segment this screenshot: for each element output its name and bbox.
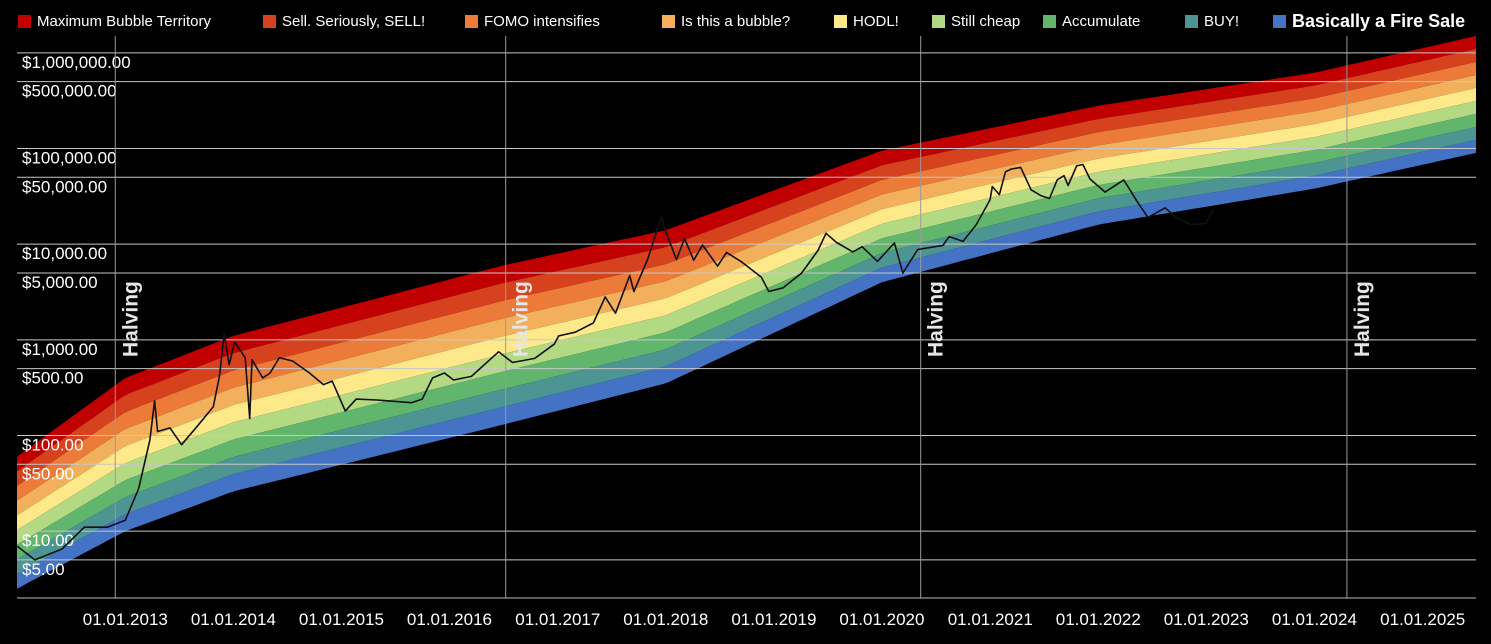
legend-swatch xyxy=(834,14,847,28)
x-tick-label: 01.01.2020 xyxy=(839,610,924,629)
halving-label: Halving xyxy=(510,281,533,357)
rainbow-bands xyxy=(17,36,1476,589)
rainbow-band xyxy=(17,113,1476,560)
x-tick-label: 01.01.2015 xyxy=(299,610,384,629)
x-tick-label: 01.01.2021 xyxy=(948,610,1033,629)
y-tick-label: $5.00 xyxy=(22,560,65,579)
legend-item[interactable]: Basically a Fire Sale xyxy=(1273,8,1465,34)
y-tick-label: $10.00 xyxy=(22,531,74,550)
rainbow-band xyxy=(17,62,1476,501)
x-tick-label: 01.01.2025 xyxy=(1380,610,1465,629)
legend-swatch xyxy=(1273,14,1286,28)
chart-legend: Maximum Bubble Territory Sell. Seriously,… xyxy=(18,8,1478,34)
legend-swatch xyxy=(932,14,945,28)
legend-label: Maximum Bubble Territory xyxy=(37,12,211,30)
legend-item[interactable]: Accumulate xyxy=(1043,8,1140,34)
legend-label: Still cheap xyxy=(951,12,1021,30)
x-tick-label: 01.01.2016 xyxy=(407,610,492,629)
x-tick-label: 01.01.2019 xyxy=(731,610,816,629)
rainbow-band xyxy=(17,126,1476,575)
y-tick-label: $5,000.00 xyxy=(22,273,98,292)
x-tick-label: 01.01.2022 xyxy=(1056,610,1141,629)
legend-item[interactable]: FOMO intensifies xyxy=(465,8,600,34)
rainbow-band xyxy=(17,87,1476,531)
y-tick-label: $500.00 xyxy=(22,369,83,388)
legend-swatch xyxy=(18,14,31,28)
legend-label: HODL! xyxy=(853,12,899,30)
rainbow-band xyxy=(17,139,1476,589)
rainbow-band xyxy=(17,36,1476,472)
x-tick-label: 01.01.2023 xyxy=(1164,610,1249,629)
legend-label: Is this a bubble? xyxy=(681,12,791,30)
legend-label: Basically a Fire Sale xyxy=(1292,10,1466,31)
legend-label: FOMO intensifies xyxy=(484,12,600,30)
legend-swatch xyxy=(465,14,478,28)
price-line xyxy=(16,163,1215,561)
rainbow-band xyxy=(17,75,1476,516)
y-tick-label: $1,000.00 xyxy=(22,340,98,359)
legend-item[interactable]: Maximum Bubble Territory xyxy=(18,8,211,34)
legend-item[interactable]: Sell. Seriously, SELL! xyxy=(263,8,425,34)
legend-label: Accumulate xyxy=(1062,12,1141,30)
legend-swatch xyxy=(1043,14,1056,28)
y-tick-label: $1,000,000.00 xyxy=(22,53,131,72)
legend-item[interactable]: BUY! xyxy=(1185,8,1239,34)
legend-item[interactable]: Still cheap xyxy=(932,8,1020,34)
y-tick-label: $10,000.00 xyxy=(22,244,107,263)
y-tick-label: $50,000.00 xyxy=(22,177,107,196)
y-tick-label: $50.00 xyxy=(22,464,74,483)
legend-swatch xyxy=(1185,14,1198,28)
halving-label: Halving xyxy=(925,281,948,357)
legend-swatch xyxy=(263,14,276,28)
x-tick-label: 01.01.2018 xyxy=(623,610,708,629)
x-tick-label: 01.01.2014 xyxy=(191,610,276,629)
y-tick-label: $100.00 xyxy=(22,435,83,454)
halving-label: Halving xyxy=(119,281,142,357)
legend-item[interactable]: HODL! xyxy=(834,8,899,34)
y-tick-label: $100,000.00 xyxy=(22,149,117,168)
legend-swatch xyxy=(662,14,675,28)
x-tick-label: 01.01.2024 xyxy=(1272,610,1357,629)
y-tick-label: $500,000.00 xyxy=(22,82,117,101)
rainbow-band xyxy=(17,100,1476,545)
rainbow-band xyxy=(17,49,1476,486)
legend-label: BUY! xyxy=(1204,12,1240,30)
grid xyxy=(17,52,1476,561)
x-tick-label: 01.01.2013 xyxy=(83,610,168,629)
halving-label: Halving xyxy=(1351,281,1374,357)
x-tick-label: 01.01.2017 xyxy=(515,610,600,629)
legend-item[interactable]: Is this a bubble? xyxy=(662,8,790,34)
legend-label: Sell. Seriously, SELL! xyxy=(282,12,426,30)
